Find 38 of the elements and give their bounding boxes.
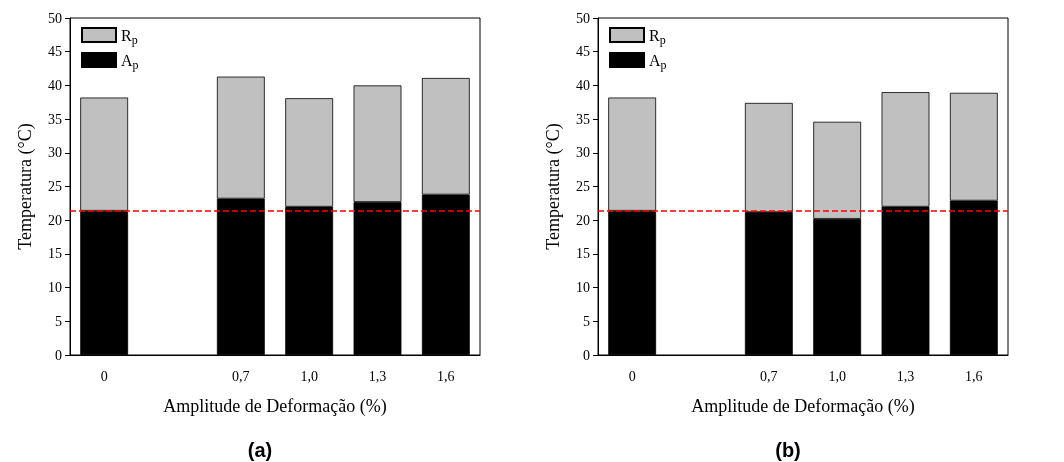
x-tick-label: 1,0 xyxy=(300,368,318,384)
y-tick-label: 30 xyxy=(48,145,62,161)
x-tick-label: 1,6 xyxy=(965,368,983,384)
y-tick-label: 45 xyxy=(576,44,590,60)
y-axis-title: Temperatura (°C) xyxy=(543,123,564,250)
x-tick-label: 1,3 xyxy=(368,368,387,384)
x-tick-label: 1,0 xyxy=(828,368,846,384)
x-tick-label: 1,3 xyxy=(896,368,915,384)
x-tick-label: 0,7 xyxy=(760,368,778,384)
y-tick-label: 30 xyxy=(576,145,590,161)
x-tick-label: 0 xyxy=(100,368,108,384)
text: (b) xyxy=(775,439,801,461)
y-axis-title: Temperatura (°C) xyxy=(15,123,36,250)
text: (a) xyxy=(247,439,273,461)
x-axis-title: Amplitude de Deformação (%) xyxy=(691,396,915,417)
x-tick-label: 1,6 xyxy=(437,368,455,384)
x-tick-label: 0,7 xyxy=(232,368,250,384)
y-tick-label: 15 xyxy=(576,246,590,262)
y-tick-label: 0 xyxy=(583,347,590,363)
y-tick-label: 15 xyxy=(48,246,62,262)
y-tick-label: 25 xyxy=(48,179,62,194)
y-tick-label: 45 xyxy=(48,44,62,60)
y-tick-label: 10 xyxy=(576,280,590,296)
y-tick-label: 40 xyxy=(576,77,590,93)
y-tick-label: 5 xyxy=(583,313,590,329)
y-tick-label: 50 xyxy=(48,10,62,26)
y-tick-label: 20 xyxy=(576,212,590,228)
y-tick-label: 25 xyxy=(576,179,590,194)
y-tick-label: 50 xyxy=(576,10,590,26)
x-tick-label: 0 xyxy=(628,368,636,384)
x-axis-title: Amplitude de Deformação (%) xyxy=(163,396,387,417)
y-tick-label: 0 xyxy=(55,347,62,363)
y-tick-label: 35 xyxy=(576,111,590,127)
y-tick-label: 40 xyxy=(48,77,62,93)
y-tick-label: 5 xyxy=(55,313,62,329)
y-tick-label: 10 xyxy=(48,280,62,296)
y-tick-label: 20 xyxy=(48,212,62,228)
y-tick-label: 35 xyxy=(48,111,62,127)
